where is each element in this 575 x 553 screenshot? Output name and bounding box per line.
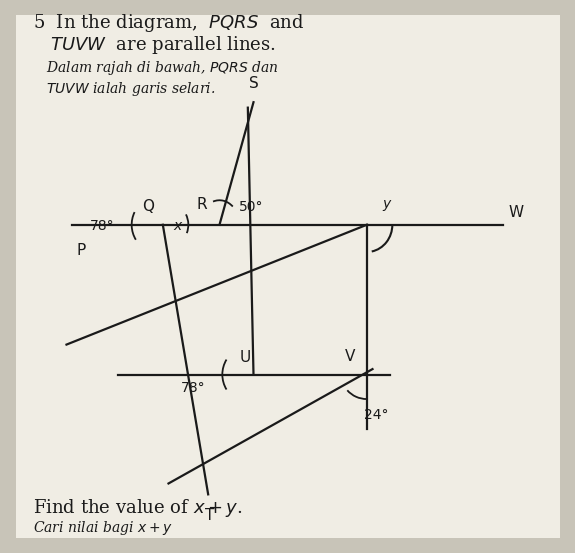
Text: U: U [239, 349, 251, 365]
Text: W: W [508, 205, 524, 220]
Text: Q: Q [143, 199, 154, 214]
Text: $TUVW$ ialah garis selari.: $TUVW$ ialah garis selari. [33, 80, 215, 98]
Text: x: x [173, 220, 181, 233]
Text: S: S [248, 76, 258, 91]
Text: 50°: 50° [239, 200, 264, 214]
Text: Dalam rajah di bawah, $PQRS$ dan: Dalam rajah di bawah, $PQRS$ dan [33, 59, 278, 77]
Text: 78°: 78° [181, 381, 205, 395]
Text: V: V [345, 348, 355, 364]
Text: P: P [76, 243, 85, 258]
Text: 78°: 78° [90, 220, 114, 233]
Text: y: y [383, 197, 391, 211]
Text: 24°: 24° [364, 408, 389, 422]
Text: $TUVW$  are parallel lines.: $TUVW$ are parallel lines. [33, 34, 275, 56]
Text: 5  In the diagram,  $PQRS$  and: 5 In the diagram, $PQRS$ and [33, 12, 304, 34]
Text: R: R [197, 197, 207, 212]
Text: Find the value of $x + y$.: Find the value of $x + y$. [33, 497, 242, 519]
Text: Cari nilai bagi $x + y$: Cari nilai bagi $x + y$ [33, 519, 172, 537]
FancyBboxPatch shape [16, 15, 559, 538]
Text: T: T [205, 508, 214, 523]
